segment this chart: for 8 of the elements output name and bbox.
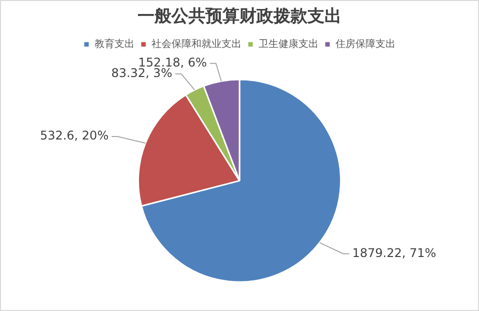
- data-label: 83.32, 3%: [111, 66, 172, 80]
- legend-label: 社会保障和就业支出: [152, 38, 242, 50]
- legend-label: 卫生健康支出: [258, 38, 318, 50]
- legend-label: 住房保障支出: [336, 38, 396, 50]
- chart-title: 一般公共预算财政拨款支出: [138, 6, 342, 27]
- legend-label: 教育支出: [94, 38, 134, 50]
- data-label: 532.6, 20%: [40, 128, 109, 143]
- data-label: 1879.22, 71%: [352, 246, 436, 260]
